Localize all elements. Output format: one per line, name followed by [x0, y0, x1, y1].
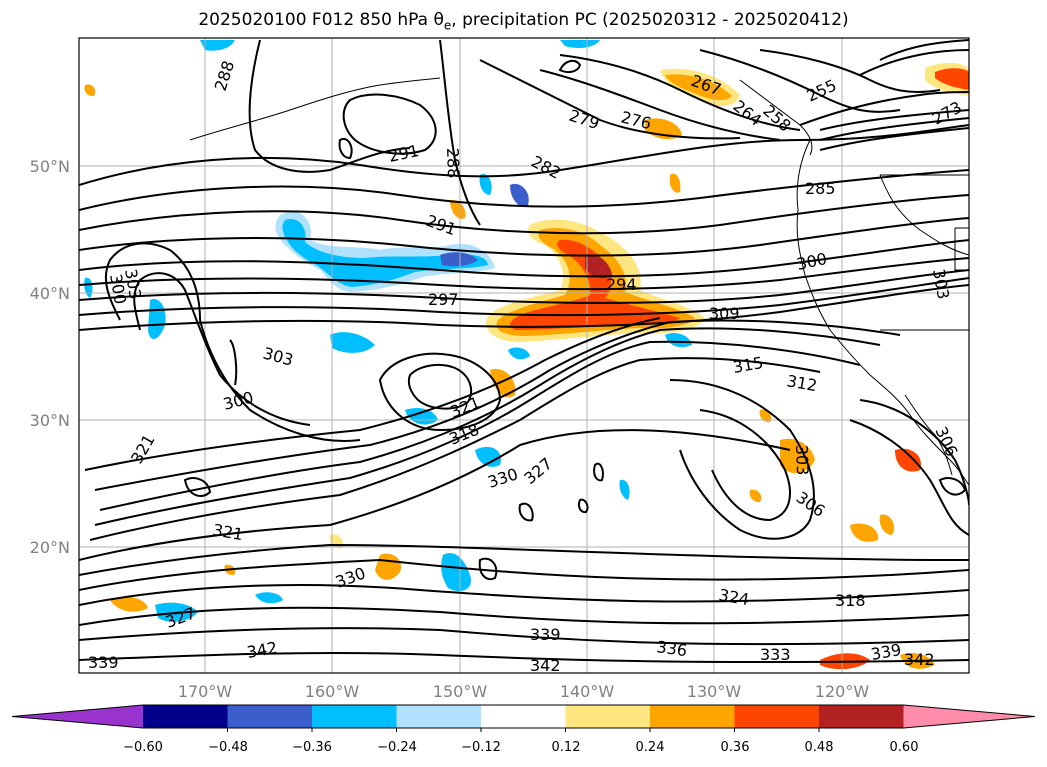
colorbar-tick-label: 0.12: [552, 740, 581, 755]
coastlines: [189, 77, 969, 486]
colorbar-swatch: [396, 705, 482, 728]
chart-title: 2025020100 F012 850 hPa θe, precipitatio…: [0, 10, 1047, 32]
contour-label: 342: [904, 650, 935, 669]
colorbar-tick-label: 0.48: [805, 740, 834, 755]
map-content: 288 291 288 279 276 267 264 258 255 273 …: [79, 38, 969, 675]
colorbar-swatch: [481, 705, 566, 728]
colorbar-swatch: [565, 705, 651, 728]
lon-tick-label: 130°W: [687, 682, 742, 701]
title-subscript: e: [443, 18, 452, 33]
lon-tick-label: 140°W: [560, 682, 615, 701]
contour-label: 303: [792, 444, 812, 475]
lat-tick-label: 30°N: [30, 411, 70, 430]
latitude-tick-labels: 20°N 30°N 40°N 50°N: [30, 157, 70, 557]
colorbar-tick-label: −0.48: [208, 740, 248, 755]
title-main: 2025020100 F012 850 hPa θ: [198, 10, 444, 30]
contour-label: 285: [805, 179, 836, 198]
colorbar-tick-label: 0.36: [721, 740, 750, 755]
contour-label: 309: [709, 304, 740, 323]
contour-label: 339: [88, 653, 119, 672]
colorbar-swatch: [312, 705, 397, 728]
colorbar: [11, 704, 1036, 732]
lat-tick-label: 50°N: [30, 157, 70, 176]
precip-positive-areas: [84, 62, 969, 670]
colorbar-tick-label: 0.60: [890, 740, 919, 755]
lat-tick-label: 40°N: [30, 284, 70, 303]
contour-label: 297: [428, 290, 459, 309]
title-rest: , precipitation PC (2025020312 - 2025020…: [451, 10, 849, 30]
contour-label: 288: [443, 147, 463, 178]
colorbar-tick-label: 0.24: [636, 740, 665, 755]
map-frame: [78, 37, 970, 674]
lat-tick-label: 20°N: [30, 538, 70, 557]
contour-label: 339: [530, 625, 561, 644]
graticule: [79, 38, 969, 673]
contour-label: 333: [760, 645, 791, 664]
colorbar-tick-labels: −0.60 −0.48 −0.36 −0.24 −0.12 0.12 0.24 …: [123, 740, 918, 755]
colorbar-extend-high: [903, 705, 1035, 728]
lon-tick-label: 160°W: [305, 682, 360, 701]
lon-tick-label: 120°W: [815, 682, 870, 701]
contour-label: 342: [530, 656, 561, 675]
colorbar-extend-low: [12, 705, 143, 728]
colorbar-swatch: [650, 705, 735, 728]
lon-tick-label: 170°W: [178, 682, 233, 701]
colorbar-tick-label: −0.36: [292, 740, 332, 755]
contour-label: 318: [835, 591, 866, 610]
colorbar-swatch: [143, 705, 228, 728]
colorbar-swatch: [227, 705, 313, 728]
colorbar-outline: [11, 704, 1036, 729]
colorbar-tick-label: −0.12: [461, 740, 501, 755]
contour-label: 294: [606, 275, 637, 294]
longitude-tick-labels: 170°W 160°W 150°W 140°W 130°W 120°W: [178, 682, 870, 701]
colorbar-swatch: [734, 705, 820, 728]
colorbar-swatch: [819, 705, 904, 728]
colorbar-tick-label: −0.60: [123, 740, 163, 755]
colorbar-tick-label: −0.24: [377, 740, 417, 755]
theta-e-contours: [79, 39, 969, 664]
lon-tick-label: 150°W: [433, 682, 488, 701]
contour-label: 336: [655, 637, 688, 660]
